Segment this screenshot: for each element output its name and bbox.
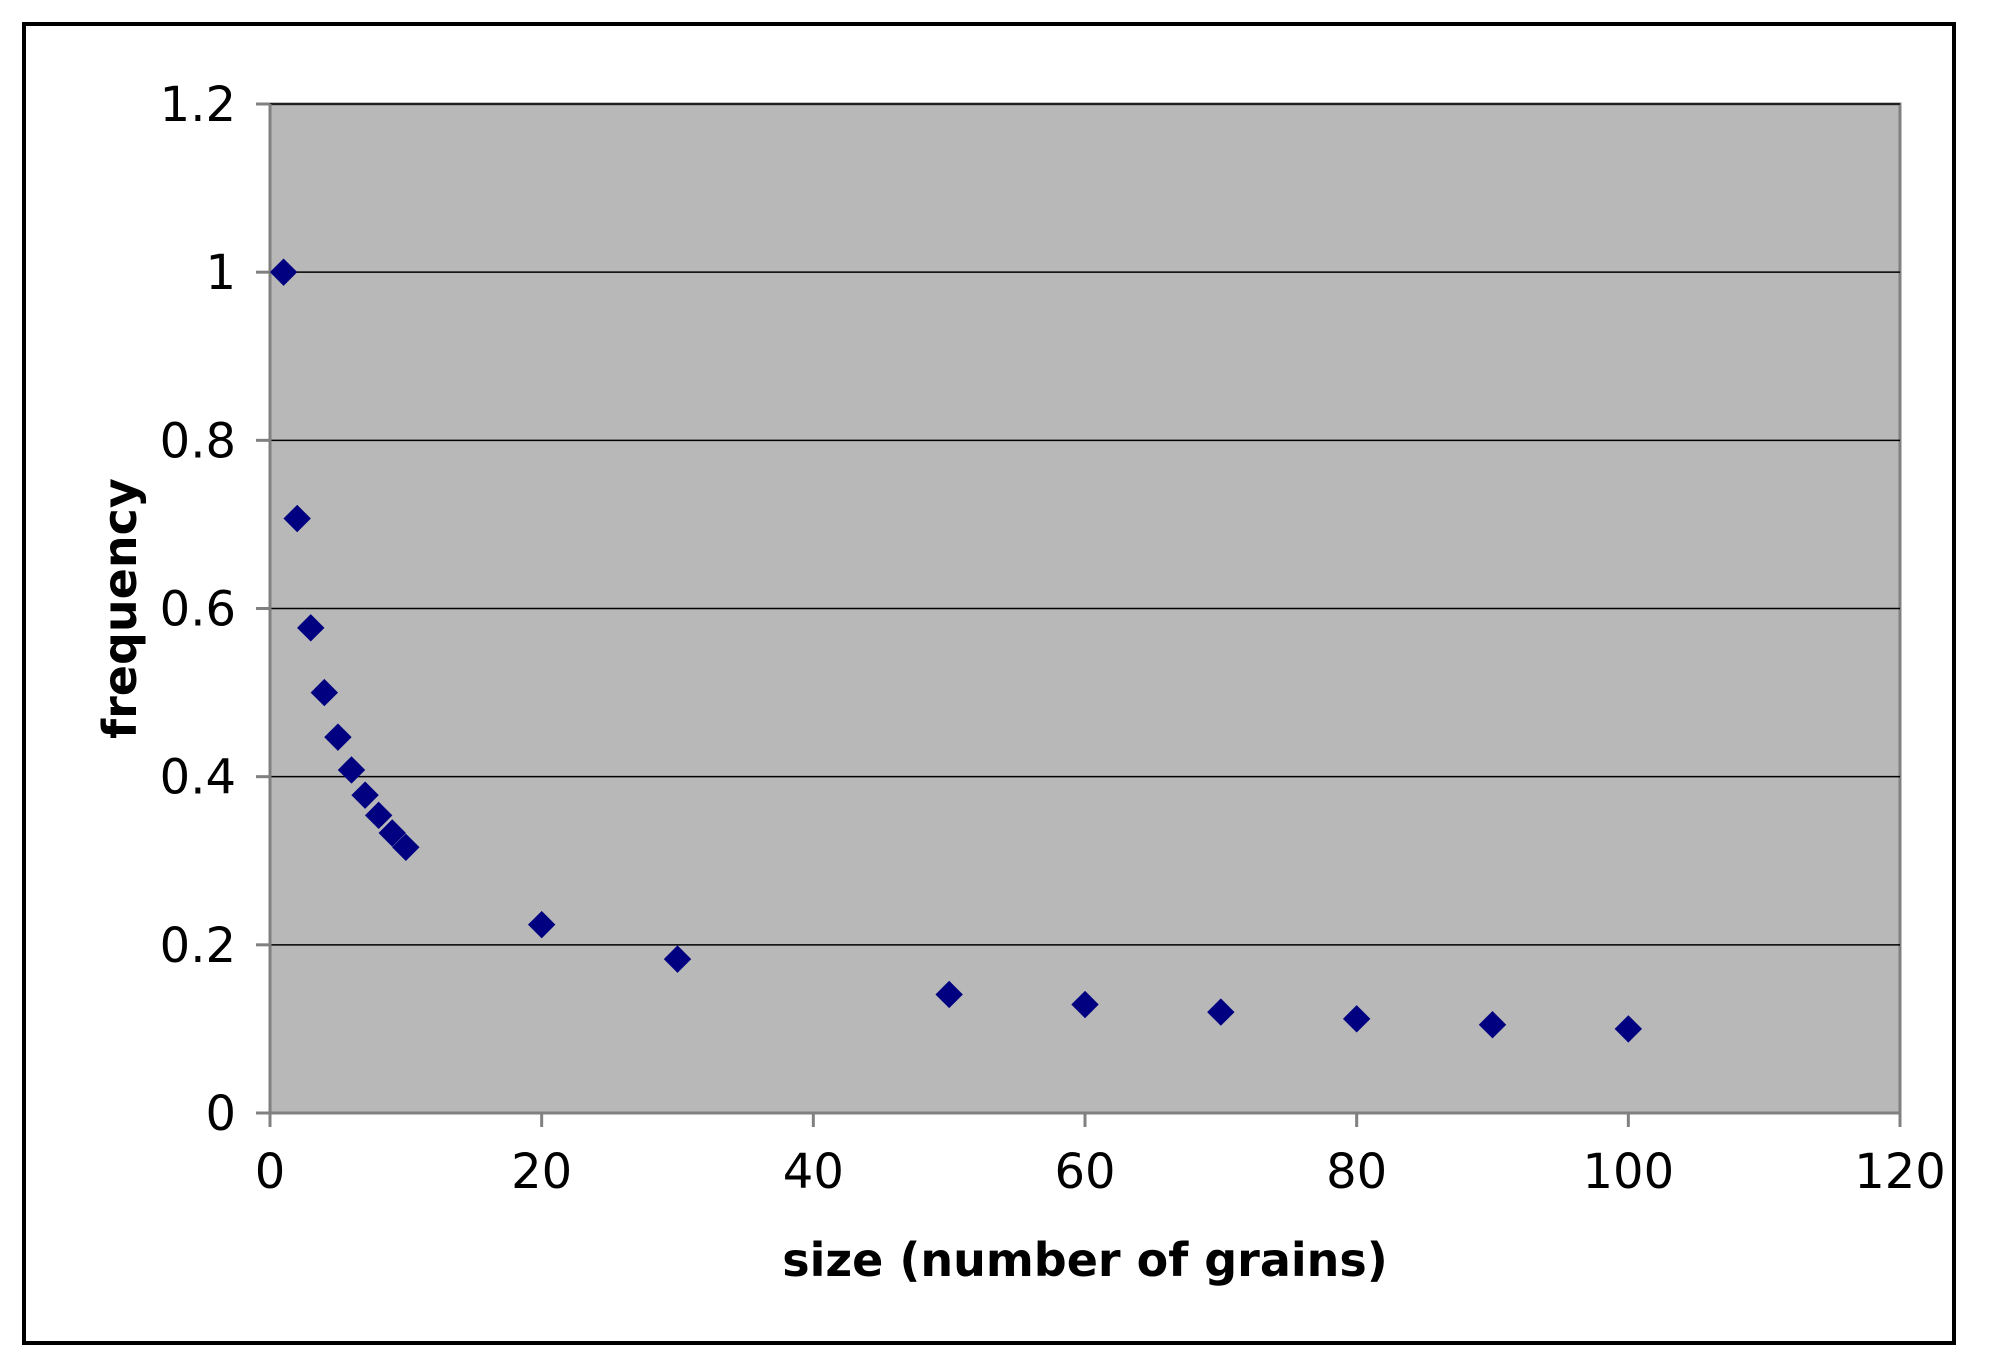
y-axis-tick-labels: 0 0.2 0.4 0.6 0.8 1 1.2 bbox=[160, 77, 236, 1142]
data-point-7 bbox=[364, 801, 393, 830]
y-tick-label-3: 0.6 bbox=[160, 582, 236, 638]
data-point-1 bbox=[283, 504, 311, 533]
gridlines bbox=[270, 103, 1900, 946]
x-tick-label-3: 60 bbox=[1054, 1144, 1115, 1200]
data-point-2 bbox=[297, 614, 325, 642]
chart-frame: 0 0.2 0.4 0.6 0.8 1 1.2 0 20 40 60 80 100 120 size (… bbox=[22, 22, 1956, 1345]
x-tick-label-4: 80 bbox=[1326, 1144, 1387, 1200]
x-axis-tick-labels: 0 20 40 60 80 100 120 bbox=[255, 1144, 1946, 1200]
scatter-chart: 0 0.2 0.4 0.6 0.8 1 1.2 0 20 40 60 80 100 120 size (… bbox=[93, 77, 1946, 1287]
x-tick-label-1: 20 bbox=[511, 1144, 572, 1200]
data-point-13 bbox=[1071, 990, 1099, 1019]
y-tick-label-4: 0.8 bbox=[160, 413, 236, 469]
data-point-15 bbox=[1342, 1005, 1371, 1033]
data-point-14 bbox=[1207, 998, 1235, 1026]
data-point-0 bbox=[269, 258, 298, 286]
data-point-12 bbox=[935, 980, 963, 1009]
axes bbox=[256, 102, 1902, 1127]
y-tick-label-0: 0 bbox=[205, 1086, 236, 1142]
data-point-11 bbox=[663, 945, 692, 973]
data-points bbox=[269, 258, 1643, 1043]
y-axis-title: frequency bbox=[93, 478, 147, 739]
x-tick-label-2: 40 bbox=[783, 1144, 844, 1200]
data-point-16 bbox=[1478, 1011, 1507, 1039]
data-point-5 bbox=[337, 756, 366, 784]
y-tick-label-2: 0.4 bbox=[160, 750, 236, 806]
x-tick-label-0: 0 bbox=[255, 1144, 286, 1200]
data-point-4 bbox=[324, 723, 352, 751]
x-tick-label-6: 120 bbox=[1854, 1144, 1946, 1200]
x-axis-title: size (number of grains) bbox=[782, 1233, 1388, 1287]
data-point-10 bbox=[527, 910, 556, 939]
data-point-8 bbox=[378, 819, 406, 847]
data-point-6 bbox=[351, 781, 379, 809]
data-point-17 bbox=[1614, 1015, 1643, 1043]
y-tick-label-6: 1.2 bbox=[160, 77, 236, 133]
data-point-3 bbox=[310, 678, 339, 707]
data-point-9 bbox=[392, 833, 420, 862]
x-tick-label-5: 100 bbox=[1583, 1144, 1675, 1200]
y-tick-label-5: 1 bbox=[205, 245, 236, 301]
y-tick-label-1: 0.2 bbox=[160, 918, 236, 974]
